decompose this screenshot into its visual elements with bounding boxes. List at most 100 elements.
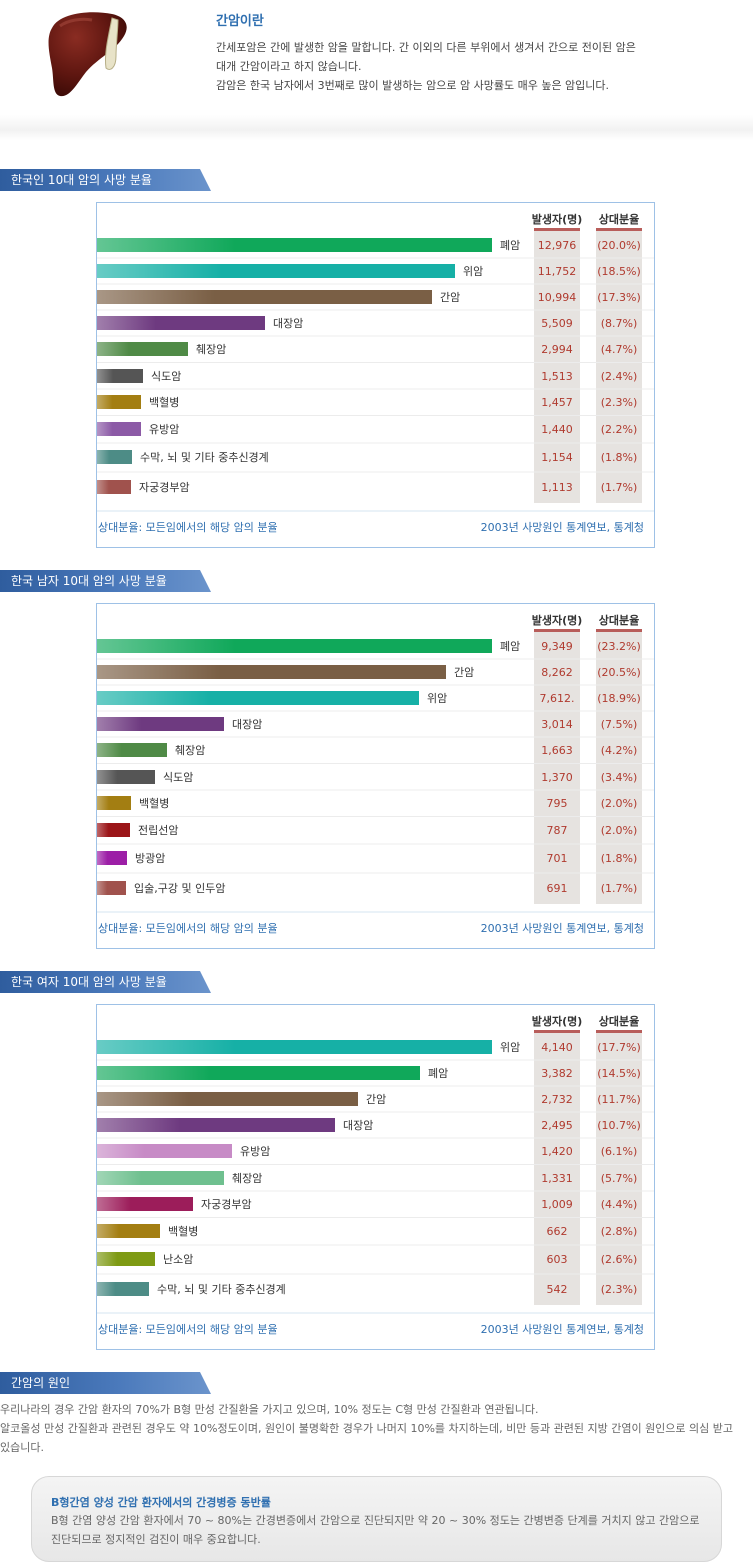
count-cell: 1,370 <box>541 771 573 784</box>
count-column-bg <box>534 231 580 503</box>
share-cell: (2.4%) <box>601 370 638 383</box>
liver-image <box>48 12 127 97</box>
share-cell: (3.4%) <box>601 771 638 784</box>
share-cell: (2.6%) <box>601 1253 638 1266</box>
note-line: 진단되므로 정지적인 검진이 매우 중요합니다. <box>51 1533 261 1546</box>
bar-label: 난소암 <box>163 1253 193 1266</box>
count-cell: 9,349 <box>541 640 573 653</box>
bar <box>97 264 455 278</box>
bar <box>97 1118 335 1132</box>
share-cell: (20.0%) <box>597 239 641 252</box>
note-body: B형 간염 양성 간암 환자에서 70 ~ 80%는 간경변증에서 간암으로 진… <box>51 1511 711 1549</box>
share-cell: (20.5%) <box>597 666 641 679</box>
bar <box>97 1252 155 1266</box>
bar-label: 수막, 뇌 및 기타 중추신경계 <box>140 451 269 464</box>
bar-label: 폐암 <box>500 239 520 252</box>
count-cell: 4,140 <box>541 1041 573 1054</box>
share-cell: (4.2%) <box>601 744 638 757</box>
bar-label: 자궁경부암 <box>201 1198 252 1211</box>
count-cell: 795 <box>547 797 568 810</box>
note-title: B형간염 양성 간암 환자에서의 간경병증 동반률 <box>51 1496 271 1509</box>
cause-line: 우리나라의 경우 간암 환자의 70%가 B형 만성 간질환을 가지고 있으며,… <box>0 1403 539 1416</box>
intro-title: 간암이란 <box>216 14 264 29</box>
bar-label: 췌장암 <box>175 744 205 757</box>
share-cell: (18.5%) <box>597 265 641 278</box>
bar-label: 간암 <box>440 291 460 304</box>
count-cell: 11,752 <box>538 265 577 278</box>
chart-all: 발생자(명) 상대분율 폐암 12,976 (20.0%) 위암 11,752 (18.5%)… <box>96 202 655 548</box>
share-cell: (2.3%) <box>601 1283 638 1296</box>
share-header-rule <box>596 629 642 632</box>
bar-label: 식도암 <box>151 370 181 383</box>
bar <box>97 1092 358 1106</box>
count-cell: 1,440 <box>541 423 573 436</box>
bar <box>97 823 130 837</box>
bar-label: 대장암 <box>232 718 262 731</box>
chart-footnote-left: 상대분율: 모든임에서의 해당 암의 분율 <box>98 1323 278 1336</box>
count-cell: 1,513 <box>541 370 573 383</box>
count-cell: 10,994 <box>538 291 577 304</box>
count-column-header: 발생자(명) <box>532 212 583 226</box>
count-cell: 8,262 <box>541 666 573 679</box>
section-tab-female: 한국 여자 10대 암의 사망 분율 <box>0 971 211 993</box>
share-cell: (7.5%) <box>601 718 638 731</box>
count-header-rule <box>534 629 580 632</box>
share-cell: (2.3%) <box>601 396 638 409</box>
bar-label: 간암 <box>366 1093 386 1106</box>
cirrhosis-note-box: B형간염 양성 간암 환자에서의 간경병증 동반률 B형 간염 양성 간암 환자… <box>31 1476 722 1562</box>
count-column-bg <box>534 632 580 904</box>
bar <box>97 480 131 494</box>
bar-label: 폐암 <box>428 1067 448 1080</box>
count-cell: 1,663 <box>541 744 573 757</box>
share-cell: (1.8%) <box>601 852 638 865</box>
section-tab-male: 한국 남자 10대 암의 사망 분율 <box>0 570 211 592</box>
bar <box>97 1171 224 1185</box>
bar <box>97 316 265 330</box>
chart-footnote-left: 상대분율: 모든임에서의 해당 암의 분율 <box>98 521 278 534</box>
bar <box>97 691 419 705</box>
bar <box>97 851 127 865</box>
share-cell: (6.1%) <box>601 1145 638 1158</box>
section-tab-cause: 간암의 원인 <box>0 1372 211 1394</box>
count-cell: 662 <box>547 1225 568 1238</box>
bar <box>97 395 141 409</box>
bar-label: 위암 <box>500 1041 520 1054</box>
bar <box>97 1224 160 1238</box>
share-column-header: 상대분율 <box>599 1014 639 1028</box>
bar-label: 대장암 <box>343 1119 373 1132</box>
bar-label: 백혈병 <box>168 1224 198 1238</box>
bar <box>97 1066 420 1080</box>
bar <box>97 717 224 731</box>
count-cell: 12,976 <box>538 239 577 252</box>
chart-footnote-source: 2003년 사망원인 통계연보, 통계청 <box>480 1323 644 1336</box>
share-cell: (14.5%) <box>597 1067 641 1080</box>
count-cell: 542 <box>547 1283 568 1296</box>
bar-label: 위암 <box>463 265 483 278</box>
bar-label: 대장암 <box>273 317 303 330</box>
share-cell: (4.4%) <box>601 1198 638 1211</box>
bar <box>97 369 143 383</box>
count-cell: 1,457 <box>541 396 573 409</box>
count-cell: 691 <box>547 882 568 895</box>
bar <box>97 743 167 757</box>
bar-label: 유방암 <box>240 1145 270 1158</box>
bar <box>97 881 126 895</box>
share-cell: (10.7%) <box>597 1119 641 1132</box>
share-header-rule <box>596 228 642 231</box>
bar <box>97 342 188 356</box>
count-column-header: 발생자(명) <box>532 1014 583 1028</box>
cause-line: 있습니다. <box>0 1441 44 1454</box>
share-column-bg <box>596 1033 642 1305</box>
share-cell: (17.3%) <box>597 291 641 304</box>
bar <box>97 238 492 252</box>
bar-label: 백혈병 <box>149 395 179 409</box>
share-column-bg <box>596 632 642 904</box>
share-cell: (2.2%) <box>601 423 638 436</box>
chart-footnote-source: 2003년 사망원인 통계연보, 통계청 <box>480 521 644 534</box>
count-cell: 787 <box>547 824 568 837</box>
bar <box>97 665 446 679</box>
cause-line: 알코올성 만성 간질환과 관련된 경우도 약 10%정도이며, 원인이 불명확한… <box>0 1422 734 1435</box>
intro-line: 대개 간암이라고 하지 않습니다. <box>216 60 362 73</box>
